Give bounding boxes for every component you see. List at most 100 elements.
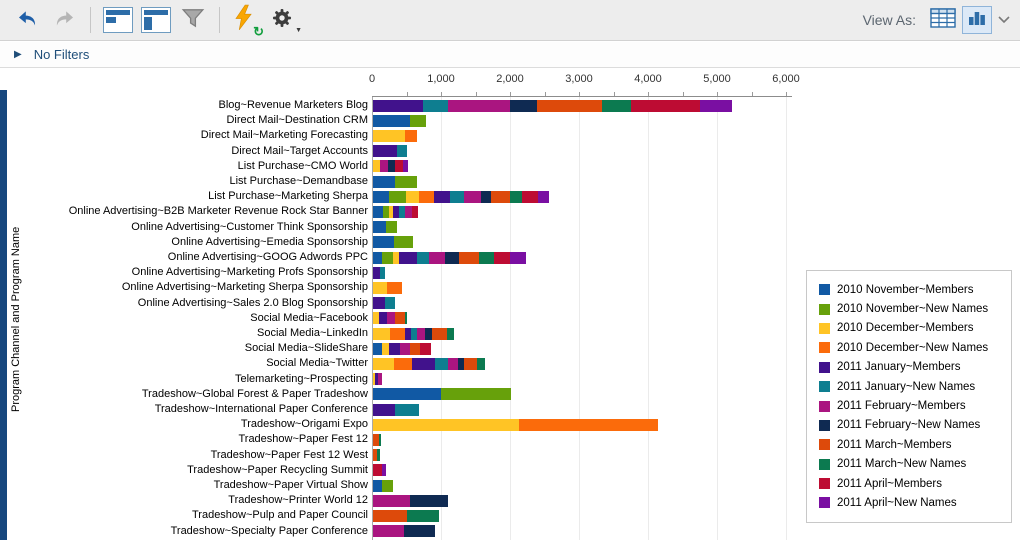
- bar-segment[interactable]: [393, 251, 399, 264]
- legend-item[interactable]: 2010 December~Members: [819, 319, 999, 338]
- bar-segment[interactable]: [411, 357, 436, 370]
- bar-segment[interactable]: [521, 190, 539, 203]
- bar-segment[interactable]: [385, 297, 396, 310]
- bar-segment[interactable]: [373, 205, 383, 218]
- bar-segment[interactable]: [425, 327, 432, 340]
- bar-segment[interactable]: [398, 251, 418, 264]
- bar-segment[interactable]: [410, 114, 426, 127]
- bar-segment[interactable]: [700, 99, 733, 112]
- legend-item[interactable]: 2011 January~New Names: [819, 377, 999, 396]
- bar-segment[interactable]: [373, 388, 441, 401]
- bar-segment[interactable]: [405, 327, 412, 340]
- bar-segment[interactable]: [373, 403, 396, 416]
- bar-segment[interactable]: [418, 190, 435, 203]
- legend-item[interactable]: 2010 November~New Names: [819, 299, 999, 318]
- bar-segment[interactable]: [373, 479, 382, 492]
- bar-segment[interactable]: [405, 129, 417, 142]
- bar-segment[interactable]: [399, 342, 410, 355]
- legend-item[interactable]: 2011 March~Members: [819, 435, 999, 454]
- filter-bar[interactable]: ▶ No Filters: [0, 42, 1020, 68]
- bar-segment[interactable]: [373, 449, 378, 462]
- bar-segment[interactable]: [381, 464, 387, 477]
- bar-segment[interactable]: [373, 509, 408, 522]
- bar-segment[interactable]: [434, 190, 450, 203]
- refresh-data-button[interactable]: ↻: [230, 4, 264, 38]
- bar-segment[interactable]: [457, 357, 464, 370]
- bar-segment[interactable]: [395, 403, 419, 416]
- bar-segment[interactable]: [458, 251, 479, 264]
- bar-segment[interactable]: [373, 494, 410, 507]
- bar-segment[interactable]: [373, 312, 380, 325]
- bar-segment[interactable]: [509, 190, 522, 203]
- bar-segment[interactable]: [446, 327, 455, 340]
- bar-segment[interactable]: [464, 190, 481, 203]
- legend-item[interactable]: 2011 February~Members: [819, 396, 999, 415]
- bar-segment[interactable]: [428, 251, 446, 264]
- bar-segment[interactable]: [417, 327, 426, 340]
- bar-segment[interactable]: [373, 99, 424, 112]
- bar-segment[interactable]: [417, 251, 429, 264]
- bar-segment[interactable]: [373, 160, 381, 173]
- bar-segment[interactable]: [373, 145, 398, 158]
- bar-segment[interactable]: [373, 236, 394, 249]
- expand-filters-chevron-icon[interactable]: ▶: [14, 49, 22, 60]
- bar-segment[interactable]: [435, 357, 448, 370]
- bar-segment[interactable]: [602, 99, 632, 112]
- bar-segment[interactable]: [373, 190, 390, 203]
- bar-segment[interactable]: [380, 266, 386, 279]
- bar-segment[interactable]: [386, 221, 398, 234]
- bar-segment[interactable]: [373, 114, 411, 127]
- bar-segment[interactable]: [373, 433, 379, 446]
- bar-segment[interactable]: [373, 175, 396, 188]
- bar-segment[interactable]: [373, 418, 519, 431]
- redo-button[interactable]: [48, 4, 80, 36]
- bar-segment[interactable]: [373, 327, 391, 340]
- bar-segment[interactable]: [477, 357, 486, 370]
- undo-button[interactable]: [12, 4, 44, 36]
- bar-segment[interactable]: [490, 190, 510, 203]
- bar-segment[interactable]: [373, 221, 387, 234]
- bar-segment[interactable]: [395, 312, 405, 325]
- bar-segment[interactable]: [411, 327, 418, 340]
- bar-segment[interactable]: [373, 464, 382, 477]
- bar-segment[interactable]: [373, 266, 381, 279]
- bar-segment[interactable]: [431, 327, 447, 340]
- bar-segment[interactable]: [399, 205, 406, 218]
- bar-segment[interactable]: [373, 129, 406, 142]
- bar-segment[interactable]: [493, 251, 511, 264]
- view-as-chart-button[interactable]: [962, 6, 992, 34]
- bar-segment[interactable]: [407, 509, 439, 522]
- bar-segment[interactable]: [381, 479, 393, 492]
- bar-segment[interactable]: [480, 190, 491, 203]
- bar-segment[interactable]: [397, 145, 408, 158]
- bar-segment[interactable]: [423, 99, 448, 112]
- bar-segment[interactable]: [387, 281, 402, 294]
- sidebar-panel-button[interactable]: [141, 7, 171, 33]
- legend-item[interactable]: 2010 November~Members: [819, 280, 999, 299]
- legend-item[interactable]: 2011 February~New Names: [819, 416, 999, 435]
- bar-segment[interactable]: [378, 373, 382, 386]
- bar-segment[interactable]: [518, 418, 658, 431]
- bar-segment[interactable]: [538, 190, 549, 203]
- bar-segment[interactable]: [381, 251, 393, 264]
- bar-segment[interactable]: [377, 449, 380, 462]
- bar-segment[interactable]: [510, 251, 527, 264]
- filter-button[interactable]: [177, 4, 209, 36]
- bar-segment[interactable]: [393, 357, 412, 370]
- bar-segment[interactable]: [404, 312, 407, 325]
- view-as-table-button[interactable]: [928, 6, 958, 34]
- bar-segment[interactable]: [411, 205, 418, 218]
- bar-segment[interactable]: [394, 160, 403, 173]
- bar-segment[interactable]: [380, 160, 389, 173]
- bar-segment[interactable]: [379, 312, 387, 325]
- legend-item[interactable]: 2011 January~Members: [819, 358, 999, 377]
- bar-segment[interactable]: [405, 190, 419, 203]
- bar-segment[interactable]: [388, 342, 400, 355]
- bar-segment[interactable]: [381, 342, 389, 355]
- bar-segment[interactable]: [390, 327, 406, 340]
- legend-item[interactable]: 2011 April~New Names: [819, 493, 999, 512]
- bar-segment[interactable]: [389, 205, 394, 218]
- bar-segment[interactable]: [373, 525, 404, 538]
- bar-segment[interactable]: [382, 205, 390, 218]
- settings-button[interactable]: ▼: [266, 4, 302, 36]
